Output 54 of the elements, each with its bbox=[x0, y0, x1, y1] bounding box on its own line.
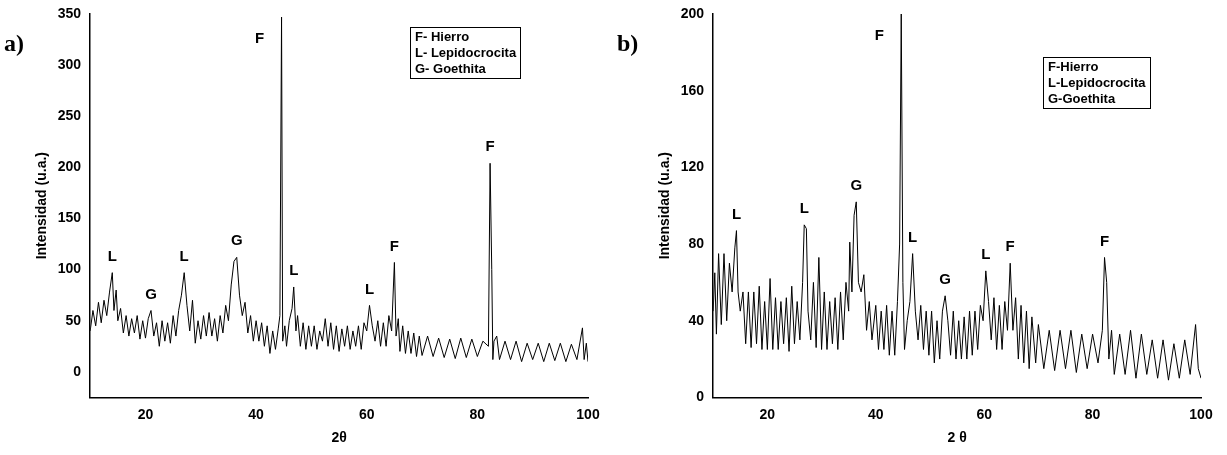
annotation: F- Hierro bbox=[415, 29, 471, 45]
x-axis-title: 2 θ bbox=[947, 429, 967, 446]
x-tick-label: 100 bbox=[576, 405, 600, 422]
annotation: F bbox=[485, 137, 495, 155]
annotation: L bbox=[179, 246, 189, 264]
y-tick-label: 100 bbox=[57, 260, 82, 277]
annotation: G bbox=[230, 231, 243, 249]
x-axis-title: 2θ bbox=[331, 429, 347, 446]
y-tick-label: 150 bbox=[57, 209, 82, 226]
x-tick-label: 60 bbox=[358, 405, 375, 422]
x-tick-label: 20 bbox=[137, 405, 154, 422]
annotation: L bbox=[731, 204, 742, 222]
x-tick-label: 40 bbox=[867, 405, 884, 422]
y-axis-title: Intensidad (u.a.) bbox=[33, 152, 50, 260]
annotation: F bbox=[1099, 231, 1110, 249]
y-tick-label: 0 bbox=[73, 362, 82, 379]
y-tick-label: 50 bbox=[65, 311, 82, 328]
annotation: L bbox=[289, 261, 299, 279]
annotation: F bbox=[874, 26, 884, 44]
annotation: F bbox=[1005, 237, 1015, 255]
y-tick-label: 80 bbox=[688, 234, 705, 251]
annotation: L bbox=[107, 246, 117, 264]
annotation: G bbox=[939, 269, 951, 287]
annotation: G- Goethita bbox=[415, 61, 487, 77]
annotation: L bbox=[364, 279, 375, 297]
annotation: G-Goethita bbox=[1048, 91, 1117, 107]
y-axis-title: Intensidad (u.a.) bbox=[656, 152, 673, 260]
annotation: L-Lepidocrocita bbox=[1048, 75, 1146, 91]
annotation: G bbox=[145, 284, 157, 302]
y-tick-label: 0 bbox=[696, 388, 705, 405]
y-tick-label: 200 bbox=[680, 4, 705, 21]
y-tick-label: 120 bbox=[680, 158, 705, 175]
y-tick-label: 160 bbox=[680, 81, 705, 98]
y-tick-label: 350 bbox=[57, 4, 82, 21]
annotation: G bbox=[850, 176, 863, 194]
x-tick-label: 80 bbox=[469, 405, 486, 422]
y-tick-label: 250 bbox=[57, 107, 82, 124]
x-tick-label: 80 bbox=[1084, 405, 1101, 422]
annotation: L bbox=[908, 227, 918, 245]
y-tick-label: 200 bbox=[57, 158, 82, 175]
x-tick-label: 40 bbox=[248, 405, 265, 422]
y-tick-label: 40 bbox=[688, 311, 705, 328]
annotation: L bbox=[981, 245, 991, 263]
annotation: L bbox=[799, 199, 809, 217]
y-tick-label: 300 bbox=[57, 55, 82, 72]
x-tick-label: 100 bbox=[1189, 405, 1213, 422]
annotation: L- Lepidocrocita bbox=[415, 45, 517, 61]
x-tick-label: 20 bbox=[759, 405, 776, 422]
x-tick-label: 60 bbox=[976, 405, 993, 422]
text: b) bbox=[617, 30, 639, 57]
annotation: F bbox=[254, 29, 265, 47]
annotation: F bbox=[389, 236, 399, 254]
text: a) bbox=[4, 30, 24, 57]
annotation: F-Hierro bbox=[1048, 59, 1100, 75]
